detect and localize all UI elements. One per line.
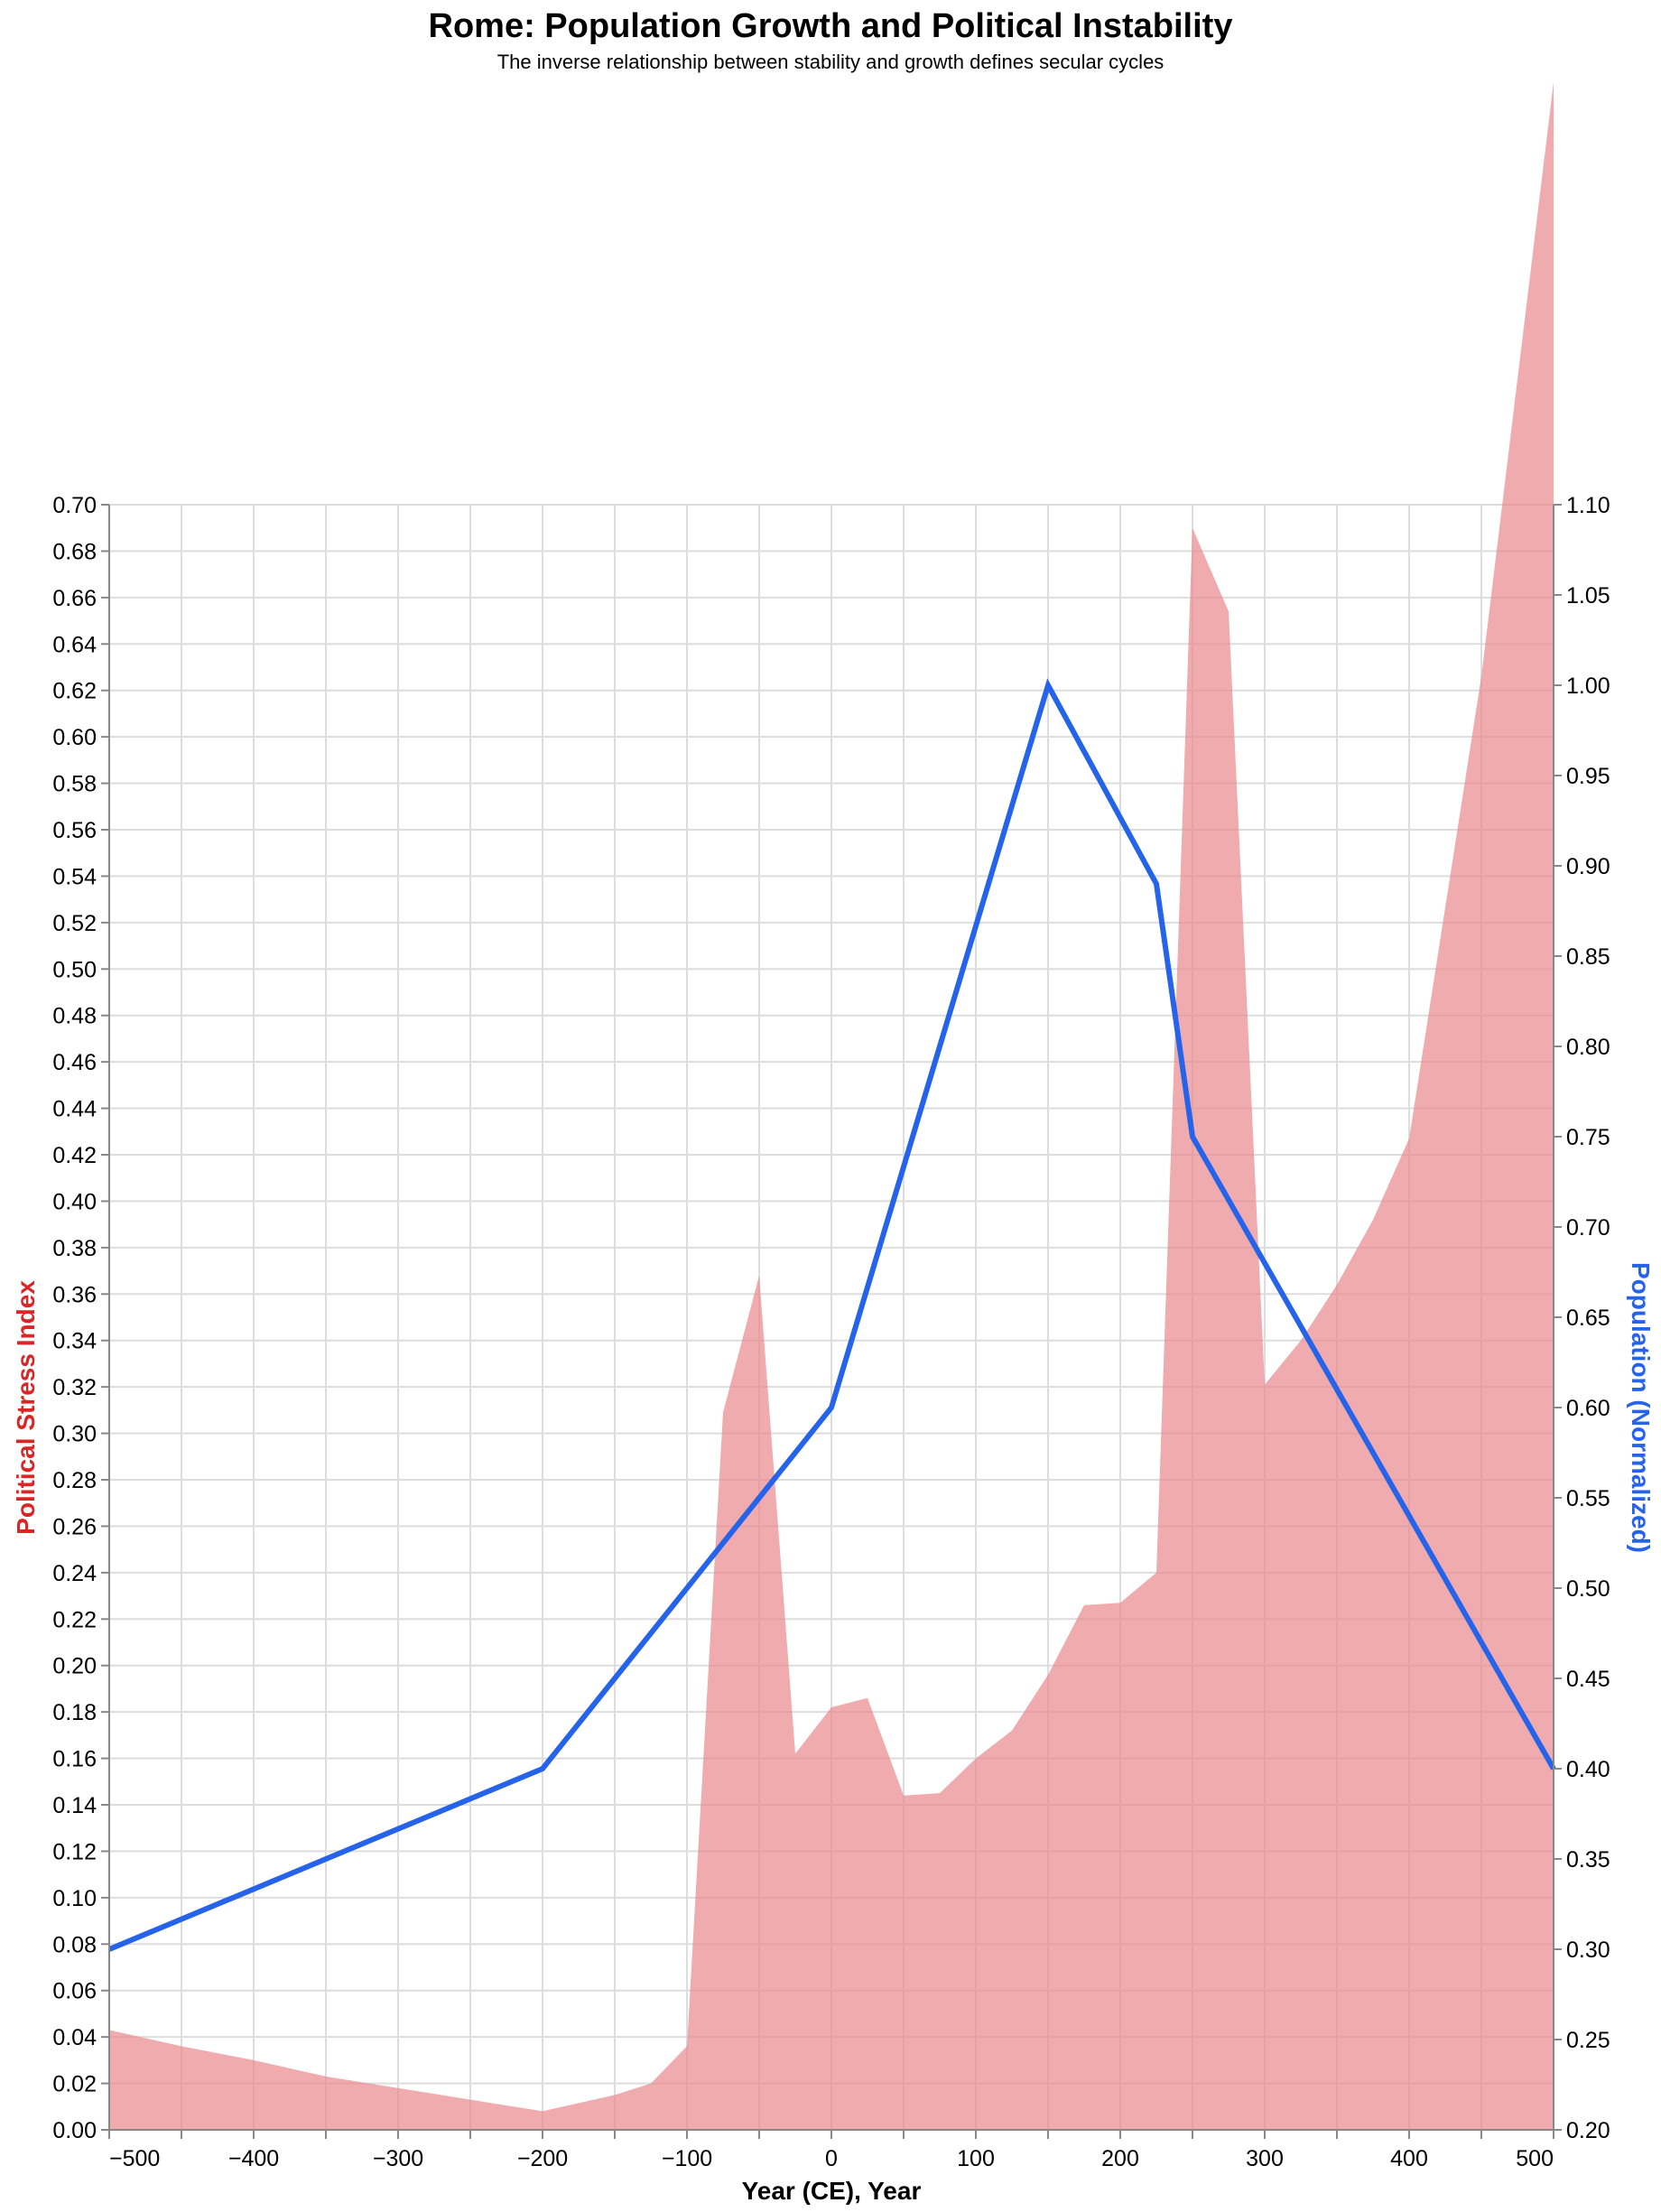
x-tick-label: 400 [1390,2146,1428,2171]
left-tick-label: 0.62 [52,679,97,704]
chart-title: Rome: Population Growth and Political In… [428,7,1233,45]
left-tick-label: 0.20 [52,1654,97,1679]
left-tick-label: 0.34 [52,1329,97,1354]
x-tick-label: −300 [373,2146,423,2171]
right-tick-label: 0.90 [1566,854,1610,879]
left-axis-title: Political Stress Index [12,1280,40,1535]
left-tick-label: 0.54 [52,864,97,889]
x-tick-label: −200 [517,2146,568,2171]
stress-area [109,82,1554,2130]
left-tick-label: 0.32 [52,1375,97,1400]
left-tick-label: 0.12 [52,1839,97,1864]
right-tick-label: 0.20 [1566,2118,1610,2143]
left-tick-label: 0.22 [52,1607,97,1632]
left-tick-label: 0.14 [52,1793,97,1818]
left-tick-label: 0.04 [52,2025,97,2050]
x-axis-title: Year (CE), Year [742,2177,922,2205]
population-polyline [107,678,1556,1952]
right-tick-label: 0.80 [1566,1035,1610,1060]
left-tick-label: 0.44 [52,1097,97,1122]
left-tick-label: 0.56 [52,818,97,843]
x-tick-label: 300 [1246,2146,1284,2171]
left-tick-label: 0.42 [52,1143,97,1168]
right-tick-label: 1.10 [1566,493,1610,518]
right-tick-label: 0.85 [1566,944,1610,970]
right-tick-label: 0.60 [1566,1396,1610,1421]
x-tick-label: 200 [1101,2146,1139,2171]
left-tick-label: 0.52 [52,911,97,936]
right-tick-label: 0.35 [1566,1847,1610,1873]
left-tick-label: 0.40 [52,1189,97,1214]
right-tick-label: 0.55 [1566,1486,1610,1511]
left-tick-label: 0.16 [52,1747,97,1772]
x-tick-label: 100 [957,2146,995,2171]
left-tick-label: 0.46 [52,1050,97,1075]
stress-area-path [109,82,1554,2130]
right-tick-label: 0.40 [1566,1757,1610,1782]
x-tick-label: 500 [1516,2146,1554,2171]
right-tick-label: 0.45 [1566,1667,1610,1692]
right-tick-label: 1.00 [1566,674,1610,699]
left-tick-label: 0.66 [52,586,97,611]
x-tick-label: −500 [109,2146,160,2171]
right-tick-label: 0.65 [1566,1306,1610,1331]
left-tick-label: 0.50 [52,957,97,982]
left-tick-label: 0.48 [52,1004,97,1029]
right-tick-label: 0.50 [1566,1576,1610,1602]
left-tick-label: 0.10 [52,1886,97,1911]
right-tick-label: 1.05 [1566,583,1610,609]
left-tick-label: 0.36 [52,1282,97,1307]
left-tick-label: 0.24 [52,1561,97,1586]
x-tick-label: −400 [228,2146,279,2171]
right-tick-label: 0.25 [1566,2028,1610,2053]
chart-subtitle: The inverse relationship between stabili… [496,51,1165,73]
right-axis-title: Population (Normalized) [1627,1262,1655,1553]
population-line [107,678,1556,1952]
axes: 0.00 0.02 0.04 0.06 0.08 0.10 0.12 0.14 0.16 0.18… [12,493,1655,2205]
right-tick-label: 0.75 [1566,1125,1610,1150]
left-tick-label: 0.08 [52,1932,97,1957]
left-tick-label: 0.60 [52,725,97,750]
left-tick-label: 0.06 [52,1979,97,2004]
left-tick-label: 0.02 [52,2072,97,2097]
x-tick-label: −100 [662,2146,712,2171]
left-tick-label: 0.64 [52,632,97,657]
left-tick-label: 0.26 [52,1514,97,1539]
left-tick-label: 0.28 [52,1468,97,1493]
right-tick-label: 0.70 [1566,1215,1610,1241]
left-tick-label: 0.30 [52,1422,97,1447]
right-tick-label: 0.95 [1566,764,1610,789]
x-tick-label: 0 [825,2146,838,2171]
left-tick-label: 0.00 [52,2118,97,2143]
left-tick-label: 0.70 [52,493,97,518]
left-tick-label: 0.38 [52,1236,97,1261]
right-tick-label: 0.30 [1566,1938,1610,1963]
left-tick-label: 0.58 [52,772,97,797]
left-tick-label: 0.68 [52,539,97,564]
left-tick-label: 0.18 [52,1700,97,1725]
